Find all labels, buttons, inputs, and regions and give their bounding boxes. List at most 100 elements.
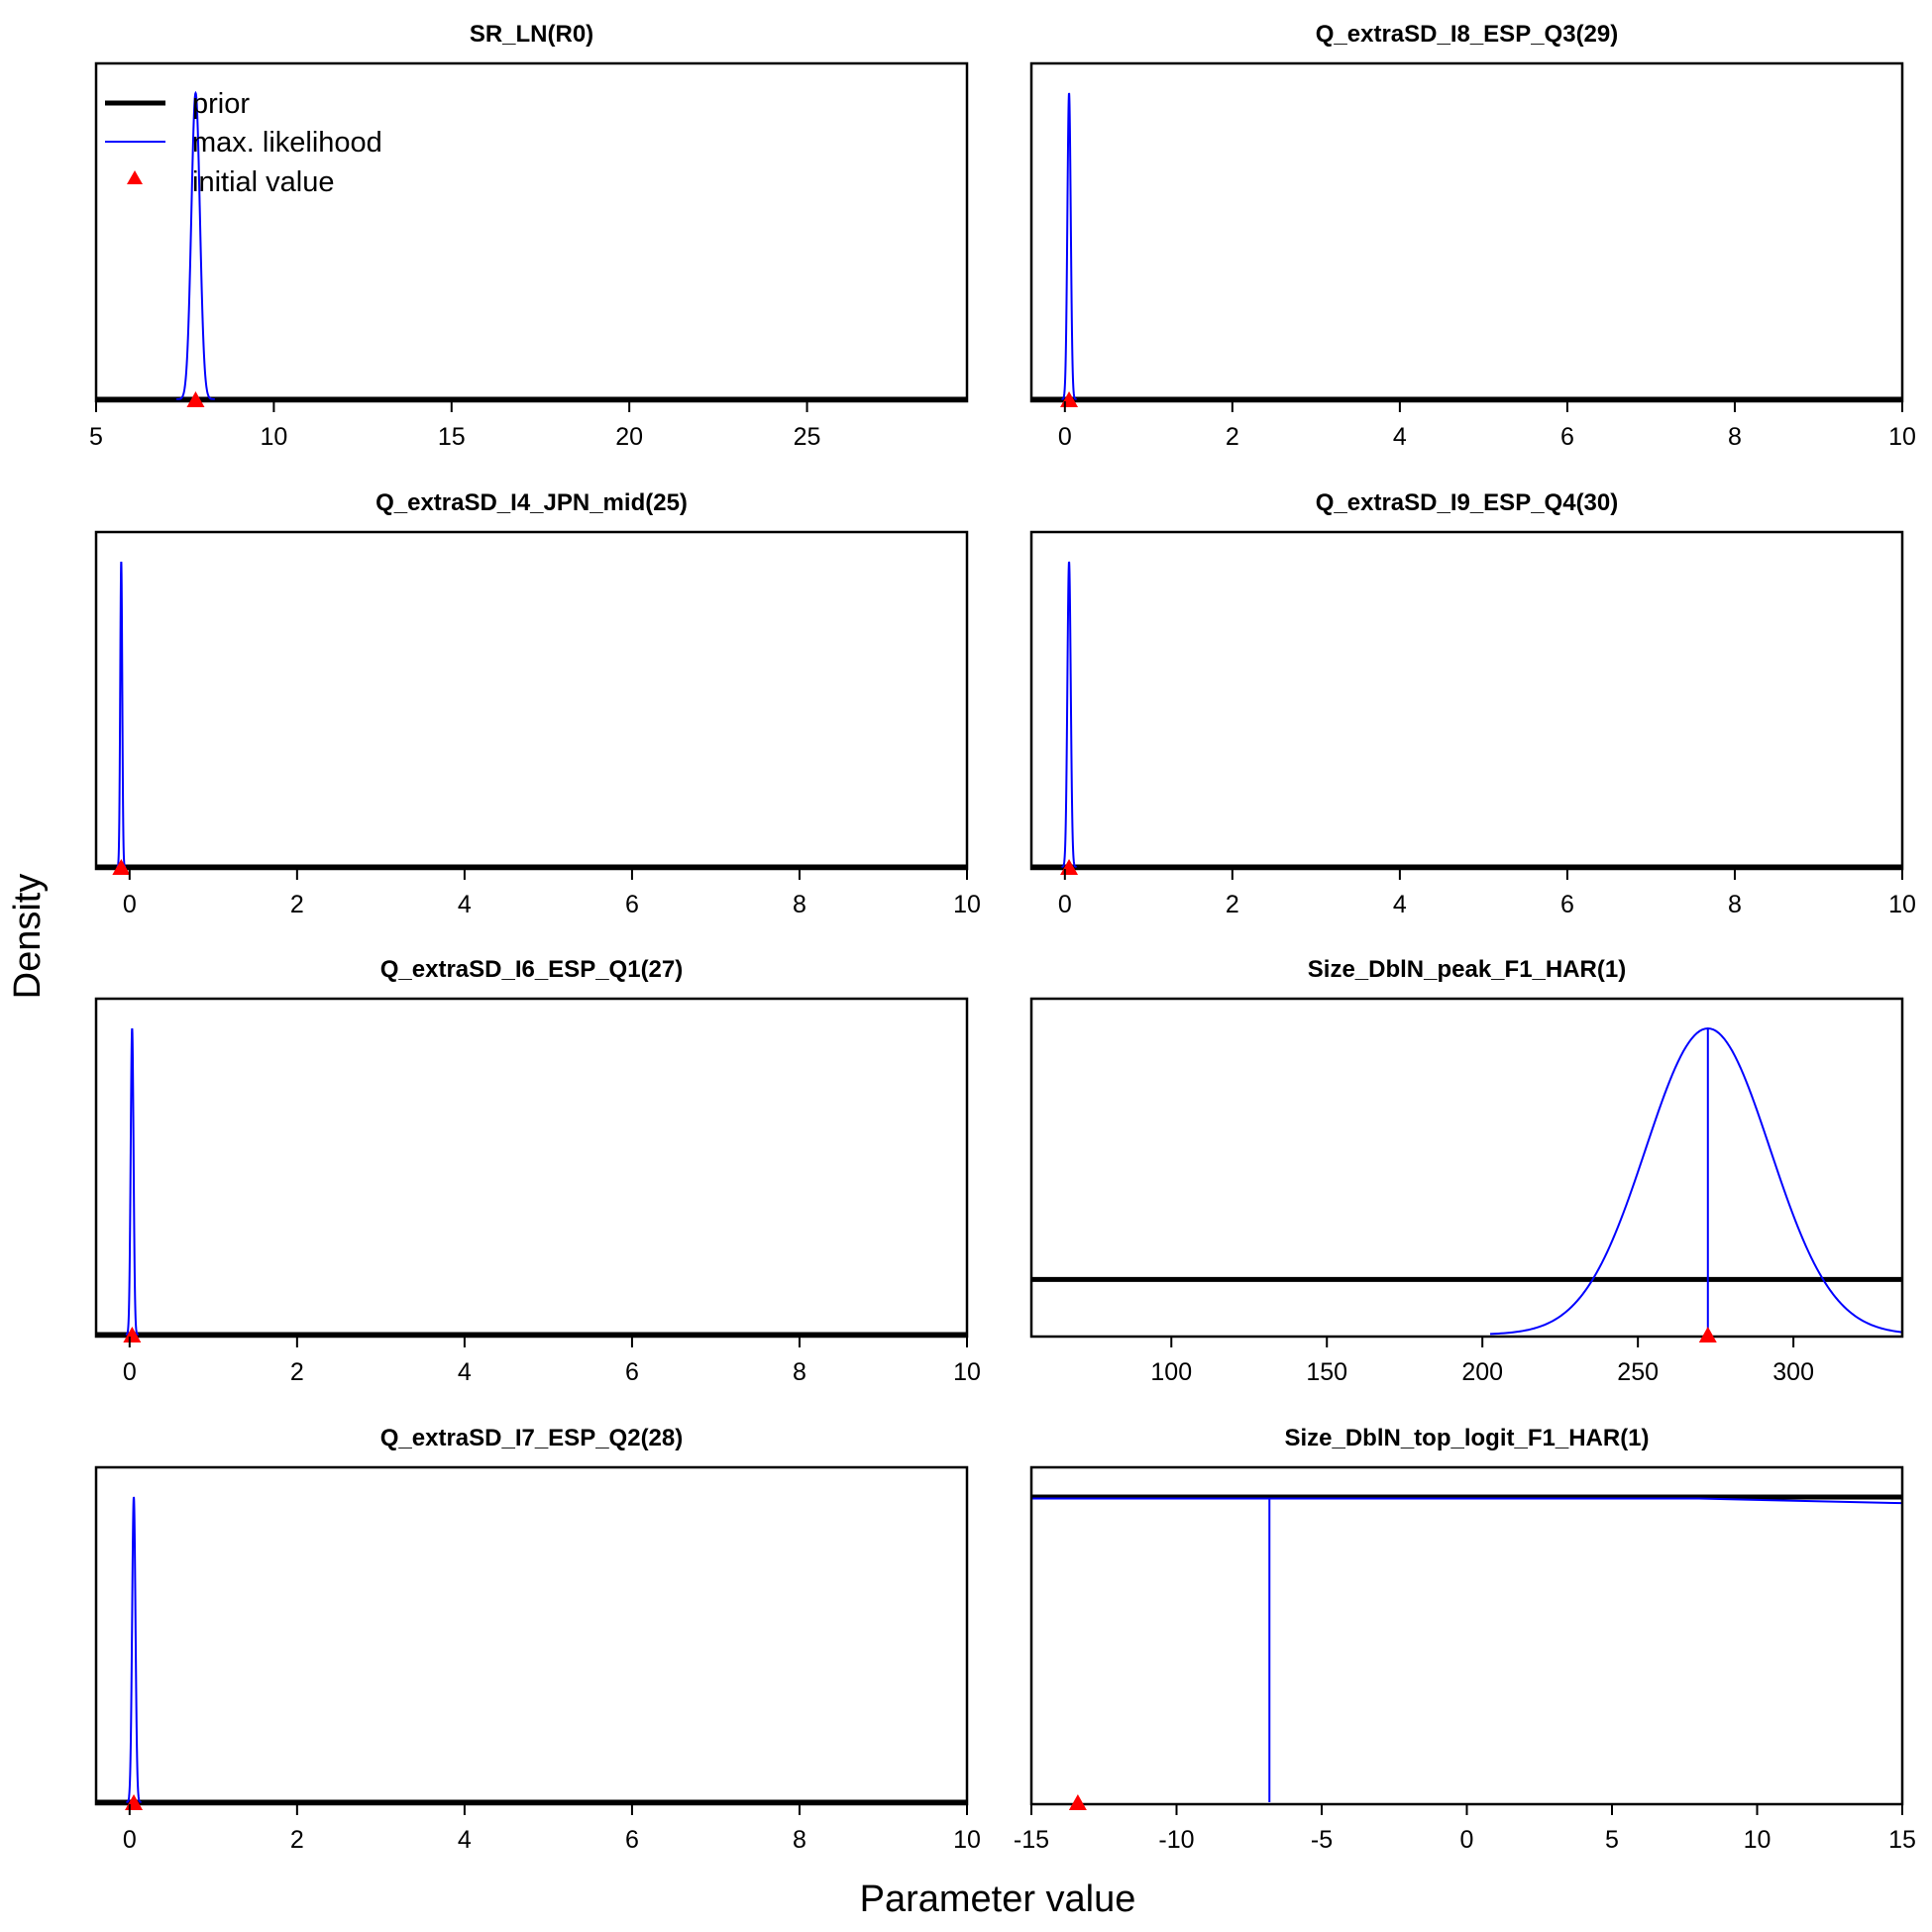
x-tick-label: 10 — [260, 423, 287, 451]
density-panel: Size_DblN_top_logit_F1_HAR(1) -15 -10 -5 0 5 1… — [1014, 1425, 1916, 1854]
panel-frame — [1029, 997, 1904, 1339]
plot-area — [96, 1496, 967, 1804]
ml-curve — [1061, 92, 1077, 400]
x-tick-label: 8 — [1728, 423, 1742, 451]
x-axis-title: Parameter value — [860, 1878, 1136, 1920]
panel-frame — [94, 530, 969, 871]
legend-ml-label: max. likelihood — [192, 127, 382, 159]
x-tick-label: 10 — [953, 891, 981, 918]
x-tick-label: 5 — [1605, 1826, 1619, 1854]
plot-area — [1031, 1494, 1902, 1802]
x-tick-label: 10 — [1888, 891, 1916, 918]
x-tick-label: 250 — [1617, 1358, 1659, 1386]
panel-title: Q_extraSD_I6_ESP_Q1(27) — [380, 956, 684, 983]
y-axis-title: Density — [7, 874, 49, 1000]
plot-area — [1031, 1026, 1902, 1336]
density-panel: Size_DblN_peak_F1_HAR(1) 100 150 200 250 300 — [1029, 956, 1904, 1386]
x-tick-label: 6 — [1560, 423, 1574, 451]
density-panel: Q_extraSD_I4_JPN_mid(25) 0 2 4 6 8 10 — [94, 489, 981, 918]
x-tick-label: 8 — [793, 1826, 806, 1854]
x-tick-label: 15 — [1888, 1826, 1916, 1854]
x-tick-label: 20 — [615, 423, 643, 451]
x-tick-label: 10 — [1888, 423, 1916, 451]
panel-title: Q_extraSD_I4_JPN_mid(25) — [376, 489, 688, 516]
panel-title: Q_extraSD_I9_ESP_Q4(30) — [1316, 489, 1619, 516]
x-tick-label: 6 — [1560, 891, 1574, 918]
initial-value-marker — [1698, 1327, 1717, 1342]
plot-area — [96, 90, 967, 401]
legend-init-label: initial value — [192, 166, 334, 198]
plot-area — [96, 1027, 967, 1337]
x-tick-label: 4 — [458, 1358, 472, 1386]
x-tick-label: 100 — [1150, 1358, 1192, 1386]
x-tick-label: -5 — [1311, 1826, 1333, 1854]
density-panel: Q_extraSD_I9_ESP_Q4(30) 0 2 4 6 8 10 — [1029, 489, 1916, 918]
initial-value-marker — [123, 1327, 142, 1342]
ml-curve — [126, 1496, 142, 1803]
ml-curve — [176, 90, 215, 400]
x-tick-label: 2 — [1226, 891, 1239, 918]
panel-title: Q_extraSD_I8_ESP_Q3(29) — [1316, 21, 1619, 48]
legend: prior max. likelihood initial value — [105, 88, 382, 198]
x-tick-label: 300 — [1772, 1358, 1814, 1386]
panel-frame — [1029, 1465, 1904, 1806]
x-tick-label: 200 — [1461, 1358, 1503, 1386]
x-tick-label: 8 — [793, 891, 806, 918]
panel-title: Q_extraSD_I7_ESP_Q2(28) — [380, 1425, 684, 1451]
x-tick-label: 5 — [89, 423, 103, 451]
x-tick-label: 4 — [1393, 891, 1407, 918]
x-tick-label: 0 — [1058, 891, 1072, 918]
x-tick-label: 2 — [290, 1826, 304, 1854]
x-tick-label: -15 — [1014, 1826, 1049, 1854]
x-tick-label: 4 — [458, 891, 472, 918]
legend-init-marker — [127, 170, 143, 184]
x-tick-label: 6 — [625, 1826, 639, 1854]
x-tick-label: 25 — [794, 423, 821, 451]
initial-value-marker — [112, 859, 131, 875]
x-tick-label: 6 — [625, 891, 639, 918]
x-tick-label: 0 — [1058, 423, 1072, 451]
initial-value-marker — [186, 391, 205, 407]
x-tick-label: 0 — [123, 891, 137, 918]
x-tick-label: 2 — [290, 1358, 304, 1386]
x-tick-label: 2 — [290, 891, 304, 918]
x-tick-label: 0 — [123, 1826, 137, 1854]
ml-curve — [1061, 561, 1077, 868]
panel-frame — [1029, 530, 1904, 871]
x-tick-label: 8 — [1728, 891, 1742, 918]
ml-curve — [125, 1027, 139, 1336]
panel-title: SR_LN(R0) — [470, 21, 593, 48]
x-tick-label: 10 — [953, 1826, 981, 1854]
plot-area — [1031, 561, 1902, 869]
initial-value-marker — [1068, 1794, 1087, 1810]
x-tick-label: 10 — [953, 1358, 981, 1386]
x-tick-label: 4 — [458, 1826, 472, 1854]
panel-frame — [94, 997, 969, 1339]
x-tick-label: 10 — [1744, 1826, 1771, 1854]
ml-curve — [116, 561, 127, 868]
legend-prior-label: prior — [192, 88, 250, 120]
density-panel: Q_extraSD_I7_ESP_Q2(28) 0 2 4 6 8 10 — [94, 1425, 981, 1854]
x-tick-label: 0 — [1460, 1826, 1474, 1854]
x-tick-label: 8 — [793, 1358, 806, 1386]
plot-area — [1031, 92, 1902, 401]
panel-frame — [94, 1465, 969, 1806]
x-tick-label: 0 — [123, 1358, 137, 1386]
density-panel: Q_extraSD_I8_ESP_Q3(29) 0 2 4 6 8 10 — [1029, 21, 1916, 451]
x-tick-label: 150 — [1306, 1358, 1347, 1386]
plot-area — [96, 561, 967, 869]
panel-title: Size_DblN_top_logit_F1_HAR(1) — [1284, 1425, 1649, 1451]
x-tick-label: 6 — [625, 1358, 639, 1386]
panel-frame — [94, 61, 969, 403]
ml-curve — [1031, 1497, 1902, 1505]
x-tick-label: -10 — [1158, 1826, 1194, 1854]
x-tick-label: 2 — [1226, 423, 1239, 451]
density-panel: Q_extraSD_I6_ESP_Q1(27) 0 2 4 6 8 10 — [94, 956, 981, 1386]
x-tick-label: 15 — [438, 423, 466, 451]
panel-frame — [1029, 61, 1904, 403]
x-tick-label: 4 — [1393, 423, 1407, 451]
density-panel: SR_LN(R0) 5 10 15 20 25 prior max. likelihood in… — [89, 21, 969, 451]
panel-title: Size_DblN_peak_F1_HAR(1) — [1308, 956, 1626, 983]
